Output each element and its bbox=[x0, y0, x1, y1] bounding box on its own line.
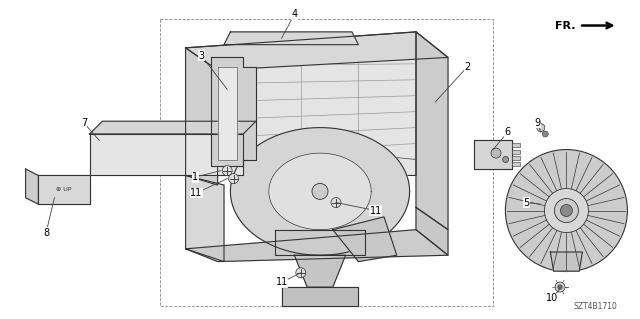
Polygon shape bbox=[230, 128, 410, 255]
Polygon shape bbox=[218, 67, 237, 160]
Circle shape bbox=[558, 285, 562, 289]
Polygon shape bbox=[269, 153, 371, 230]
Circle shape bbox=[222, 166, 232, 176]
Circle shape bbox=[228, 174, 239, 184]
Circle shape bbox=[537, 123, 545, 132]
Polygon shape bbox=[38, 175, 90, 204]
Circle shape bbox=[502, 157, 509, 162]
Text: 10: 10 bbox=[546, 293, 559, 303]
FancyBboxPatch shape bbox=[512, 156, 520, 160]
Text: 3: 3 bbox=[198, 51, 205, 61]
Text: 6: 6 bbox=[504, 127, 511, 137]
Polygon shape bbox=[550, 252, 582, 271]
Polygon shape bbox=[211, 57, 256, 166]
Polygon shape bbox=[275, 230, 365, 255]
Circle shape bbox=[561, 204, 572, 217]
Circle shape bbox=[542, 131, 548, 137]
Polygon shape bbox=[186, 48, 218, 185]
Circle shape bbox=[506, 150, 627, 271]
Text: 11: 11 bbox=[275, 277, 288, 287]
Text: 5: 5 bbox=[524, 197, 530, 208]
Text: 2: 2 bbox=[464, 62, 470, 72]
Text: FR.: FR. bbox=[556, 20, 576, 31]
Polygon shape bbox=[282, 287, 358, 306]
Polygon shape bbox=[90, 121, 256, 134]
Circle shape bbox=[296, 268, 306, 278]
Text: 4: 4 bbox=[291, 9, 298, 19]
Polygon shape bbox=[186, 175, 224, 262]
Polygon shape bbox=[474, 140, 512, 169]
Polygon shape bbox=[224, 32, 358, 45]
Circle shape bbox=[331, 197, 341, 208]
FancyBboxPatch shape bbox=[512, 143, 520, 147]
Circle shape bbox=[555, 282, 565, 292]
Circle shape bbox=[545, 189, 588, 233]
Text: 9: 9 bbox=[534, 118, 541, 128]
Text: 11: 11 bbox=[190, 188, 203, 198]
Polygon shape bbox=[416, 207, 448, 255]
Text: ⊕ UP: ⊕ UP bbox=[56, 187, 72, 192]
Circle shape bbox=[554, 198, 579, 223]
Polygon shape bbox=[333, 217, 397, 262]
Text: SZT4B1710: SZT4B1710 bbox=[573, 302, 617, 311]
Polygon shape bbox=[26, 169, 38, 204]
Circle shape bbox=[491, 148, 501, 158]
Polygon shape bbox=[90, 134, 243, 175]
Polygon shape bbox=[186, 32, 416, 175]
Polygon shape bbox=[186, 230, 448, 262]
FancyBboxPatch shape bbox=[512, 150, 520, 153]
Polygon shape bbox=[294, 255, 346, 287]
FancyBboxPatch shape bbox=[512, 162, 520, 166]
Polygon shape bbox=[186, 32, 448, 70]
Text: 11: 11 bbox=[369, 205, 382, 216]
Text: 7: 7 bbox=[81, 118, 87, 128]
Text: 8: 8 bbox=[43, 228, 49, 238]
Text: 1: 1 bbox=[192, 172, 198, 182]
Circle shape bbox=[312, 183, 328, 199]
Polygon shape bbox=[416, 32, 448, 230]
